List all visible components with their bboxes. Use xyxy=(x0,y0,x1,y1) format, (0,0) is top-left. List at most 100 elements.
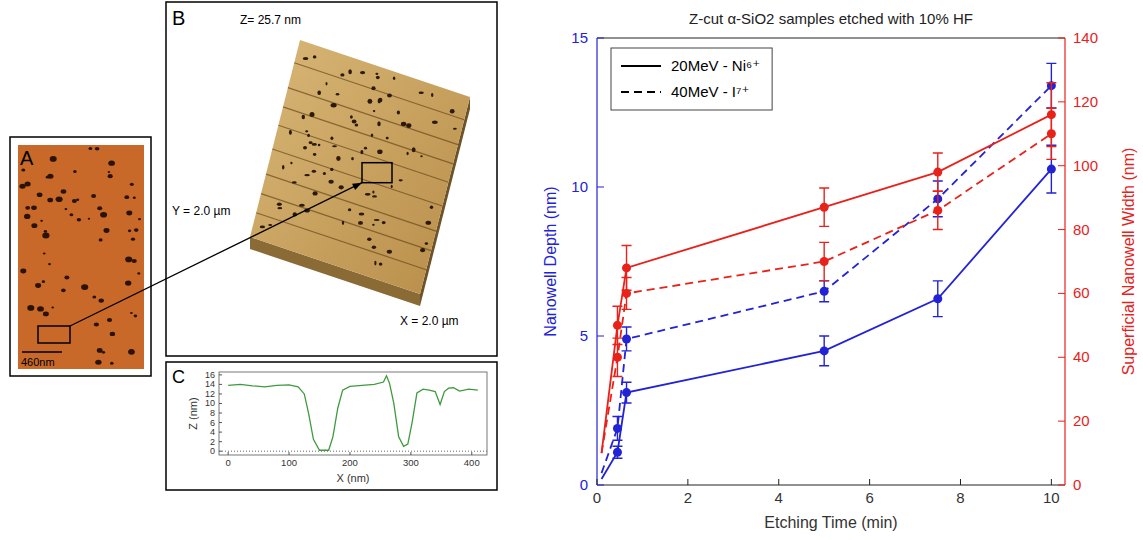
nanowell-spot xyxy=(382,221,386,224)
y-tick-label: 5 xyxy=(580,327,588,344)
nanowell-spot xyxy=(360,71,365,74)
nanowell-spot xyxy=(289,130,292,135)
y-tick-label: 10 xyxy=(571,178,588,195)
nanowell-spot xyxy=(348,208,351,211)
data-point xyxy=(613,448,622,457)
nanowell-spot xyxy=(37,306,44,311)
surface-streak xyxy=(278,125,448,182)
nanowell-spot xyxy=(50,156,57,162)
nanowell-spot xyxy=(99,298,104,302)
nanowell-spot xyxy=(132,259,137,263)
nanowell-spot xyxy=(412,147,416,152)
nanowell-spot xyxy=(309,141,313,144)
series-line xyxy=(602,115,1052,453)
nanowell-spot xyxy=(102,351,105,354)
nanowell-spot xyxy=(317,90,321,95)
nanowell-spot xyxy=(450,109,455,114)
nanowell-spot xyxy=(70,213,74,216)
error-bar xyxy=(933,191,943,229)
nanowell-spot xyxy=(88,218,90,220)
nanowell-spot xyxy=(376,76,380,80)
nanowell-spot xyxy=(108,174,113,178)
x-axis xyxy=(597,485,1065,486)
nanowell-spot xyxy=(125,281,131,286)
nanowell-spot xyxy=(133,197,136,199)
nanowell-spot xyxy=(130,183,134,186)
nanowell-spot xyxy=(72,199,77,203)
nanowell-spot xyxy=(31,223,37,228)
error-bar xyxy=(612,338,622,376)
nanowell-spot xyxy=(20,269,26,274)
y-tick-label: 6 xyxy=(210,418,215,428)
nanowell-spot xyxy=(359,212,365,215)
nanowell-spot xyxy=(330,137,333,141)
error-bar xyxy=(1046,108,1056,159)
nanowell-spot xyxy=(110,362,114,365)
nanowell-spot xyxy=(387,94,392,98)
nanowell-spot xyxy=(374,261,376,266)
x-tick-label: 100 xyxy=(281,457,297,468)
nanowell-spot xyxy=(367,238,371,242)
y-axis xyxy=(596,38,597,485)
nanowell-spot xyxy=(373,110,375,112)
nanowell-spot xyxy=(138,218,141,220)
nanowell-spot xyxy=(51,307,54,309)
nanowell-spot xyxy=(100,212,107,218)
y-tick xyxy=(597,485,604,486)
nanowell-spot xyxy=(377,149,382,154)
nanowell-spot xyxy=(330,168,333,171)
nanowell-spot xyxy=(128,350,135,355)
nanowell-spot xyxy=(310,112,315,117)
y-tick-label: 0 xyxy=(210,446,215,456)
nanowell-spot xyxy=(406,123,411,128)
nanowell-spot xyxy=(110,332,115,336)
nanowell-spot xyxy=(332,145,337,147)
surface-streak xyxy=(261,194,431,251)
nanowell-spot xyxy=(129,349,135,354)
nanowell-spot xyxy=(128,229,131,232)
nanowell-spot xyxy=(43,312,49,317)
error-bar xyxy=(819,281,829,302)
nanowell-spot xyxy=(313,55,317,58)
nanowell-spot xyxy=(336,93,340,95)
plot-frame xyxy=(219,372,487,455)
nanowell-spot xyxy=(351,157,354,160)
chart-title: Z-cut α-SiO2 samples etched with 10% HF xyxy=(689,10,973,27)
error-bar xyxy=(622,277,632,309)
data-point xyxy=(1047,165,1056,174)
surface-streak xyxy=(256,213,426,270)
y-range-label: Y = 2.0 µm xyxy=(172,204,230,218)
nanowell-spot xyxy=(81,284,88,290)
y-axis-title: Z (nm) xyxy=(187,397,199,429)
nanowell-spot xyxy=(65,208,68,210)
nanowell-spot xyxy=(99,238,103,241)
x-tick xyxy=(349,452,350,455)
error-bar xyxy=(612,416,622,440)
data-point xyxy=(820,257,829,266)
scale-bar xyxy=(22,351,62,353)
y2-tick-label: 40 xyxy=(1073,348,1090,365)
y-tick xyxy=(219,403,222,404)
nanowell-spot xyxy=(107,318,112,322)
frame-top xyxy=(597,38,1065,39)
y-tick-label: 15 xyxy=(571,29,588,46)
z-range-label: Z= 25.7 nm xyxy=(240,13,301,27)
nanowell-spot xyxy=(342,221,344,225)
error-bar xyxy=(612,446,622,458)
nanowell-spot xyxy=(348,69,352,74)
y2-tick xyxy=(1058,38,1065,39)
data-point xyxy=(622,334,631,343)
nanowell-spot xyxy=(134,315,138,318)
y-axis-title: Nanowell Depth (nm) xyxy=(542,186,559,336)
y2-tick xyxy=(1058,357,1065,358)
nanowell-spot xyxy=(73,170,77,173)
error-bar xyxy=(622,327,632,351)
x-tick-label: 4 xyxy=(775,489,783,506)
nanowell-spot xyxy=(97,348,103,353)
nanowell-spot xyxy=(292,181,297,183)
y2-tick xyxy=(1058,293,1065,294)
nanowell-spot xyxy=(339,185,344,189)
nanowell-spot xyxy=(399,179,403,181)
nanowell-spot xyxy=(386,137,389,140)
nanowell-spot xyxy=(372,191,374,194)
